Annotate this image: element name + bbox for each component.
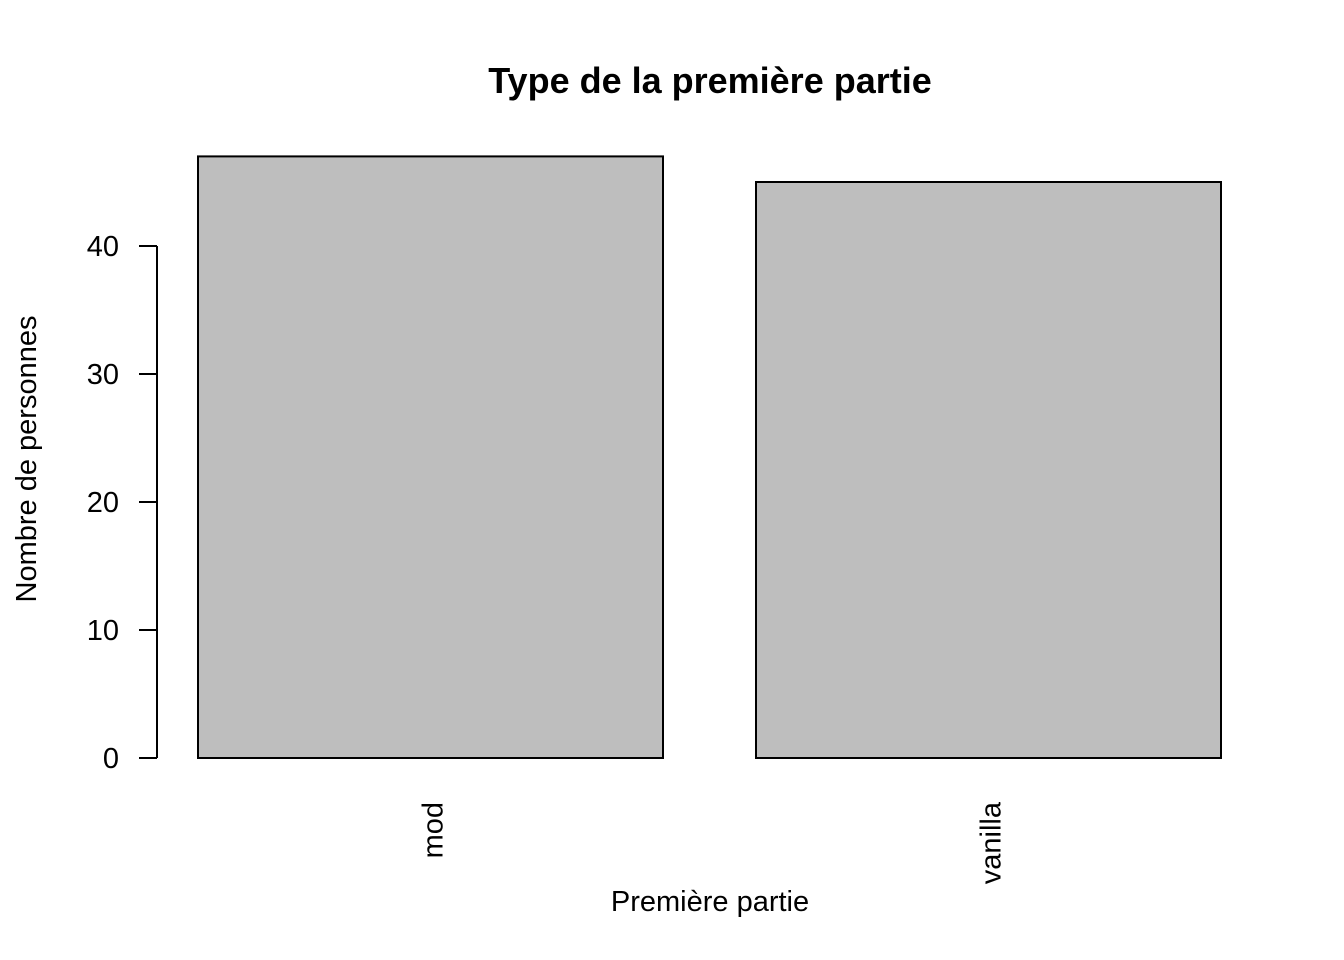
chart-title: Type de la première partie	[488, 60, 932, 101]
y-axis: 0 10 20 30 40	[87, 231, 158, 775]
bars-group	[197, 155, 1222, 759]
x-tick-label-vanilla: vanilla	[976, 801, 1008, 884]
x-tick-labels: mod vanilla	[418, 801, 1008, 884]
x-tick-label-mod: mod	[418, 802, 450, 858]
y-tick-label-20: 20	[87, 487, 119, 519]
bar-vanilla	[755, 181, 1222, 759]
bar-mod	[197, 155, 664, 759]
x-axis-label: Première partie	[611, 886, 809, 918]
y-tick-label-10: 10	[87, 615, 119, 647]
y-tick-label-30: 30	[87, 359, 119, 391]
y-axis-label: Nombre de personnes	[11, 316, 43, 603]
y-tick-label-0: 0	[103, 743, 119, 775]
y-tick-label-40: 40	[87, 231, 119, 263]
